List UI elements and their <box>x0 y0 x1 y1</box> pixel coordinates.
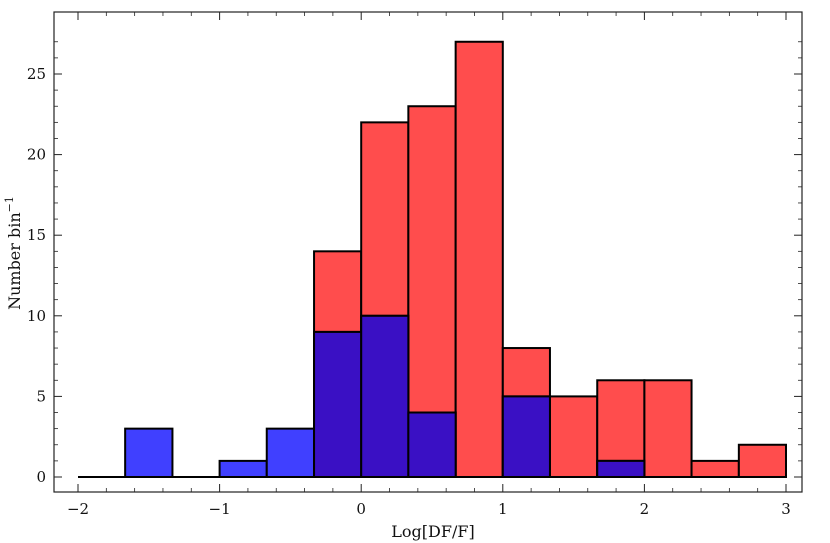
axis-ticks <box>54 12 802 492</box>
red-bar-4 <box>454 40 504 478</box>
overlap-bars <box>313 314 646 479</box>
y-tick-label-2: 10 <box>27 307 46 325</box>
blue-bar-1 <box>124 427 174 479</box>
y-axis-title: Number bin−1 <box>3 196 24 310</box>
red-bar-10 <box>737 443 788 479</box>
x-tick-label-3: 1 <box>498 500 508 518</box>
x-tick-labels: −2 −1 0 1 2 3 <box>67 500 791 518</box>
overlap-bar-7 <box>407 411 457 478</box>
blue-bar-4 <box>265 427 316 479</box>
x-tick-label-5: 3 <box>781 500 791 518</box>
plot-frame <box>53 11 803 493</box>
overlap-bar-6 <box>360 314 410 478</box>
x-tick-label-1: −1 <box>209 500 231 518</box>
y-tick-label-3: 15 <box>27 226 46 244</box>
y-tick-label-1: 5 <box>36 387 46 405</box>
red-bar-6 <box>548 395 599 478</box>
x-tick-label-2: 0 <box>356 500 366 518</box>
x-axis-title: Log[DF/F] <box>391 522 474 541</box>
overlap-bar-9 <box>596 459 646 479</box>
blue-bar-3 <box>218 459 268 479</box>
x-tick-label-0: −2 <box>67 500 89 518</box>
y-tick-labels: 0 5 10 15 20 25 <box>27 65 46 486</box>
y-axis-title-superscript: −1 <box>3 196 16 212</box>
overlap-bar-8 <box>501 395 551 478</box>
y-tick-label-5: 25 <box>27 65 46 83</box>
red-bar-9 <box>690 459 740 479</box>
red-bar-8 <box>643 379 693 478</box>
x-tick-label-4: 2 <box>640 500 650 518</box>
overlap-bar-5 <box>313 330 363 479</box>
y-tick-label-4: 20 <box>27 146 46 164</box>
y-axis-title-text: Number bin <box>5 212 24 310</box>
y-tick-label-0: 0 <box>36 468 46 486</box>
